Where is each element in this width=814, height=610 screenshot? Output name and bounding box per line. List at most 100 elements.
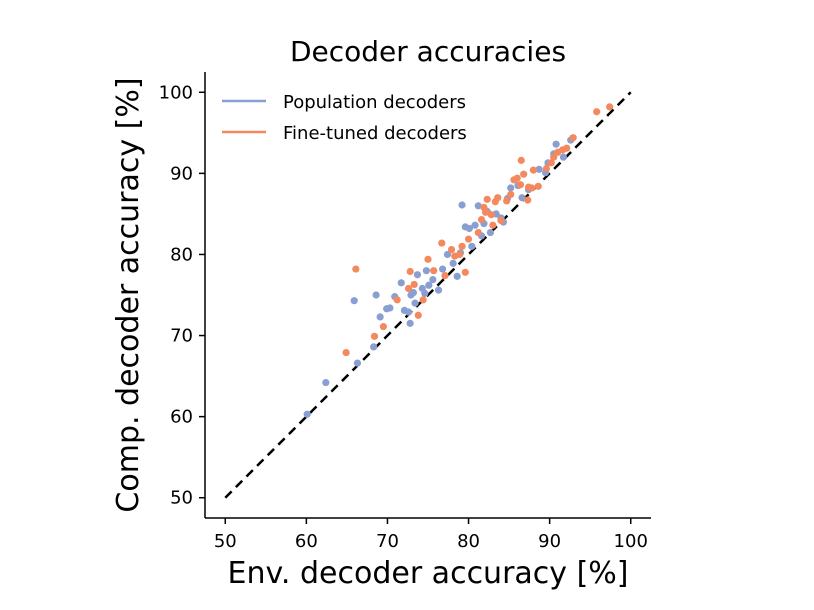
- population-decoder-point: [474, 202, 482, 210]
- population-decoder-point: [465, 224, 473, 233]
- fine-tuned-decoder-point: [528, 184, 536, 192]
- population-decoder-point: [429, 275, 437, 284]
- data-points: [303, 103, 614, 418]
- fine-tuned-decoder-point: [593, 108, 601, 116]
- fine-tuned-decoder-point: [517, 156, 525, 164]
- fine-tuned-decoder-point: [410, 280, 418, 289]
- fine-tuned-decoder-point: [406, 267, 414, 276]
- fine-tuned-decoder-point: [342, 348, 350, 357]
- population-decoder-point: [552, 140, 560, 148]
- y-ticks: 50 60 70 80 90 100: [159, 82, 205, 509]
- population-decoder-point: [409, 288, 418, 297]
- fine-tuned-decoder-point: [414, 311, 422, 319]
- fine-tuned-decoder-point: [474, 228, 482, 237]
- population-decoder-point: [404, 308, 413, 316]
- fine-tuned-decoder-point: [497, 216, 505, 224]
- legend: Population decoders Fine-tuned decoders: [222, 92, 467, 144]
- series-1: [342, 103, 614, 357]
- fine-tuned-decoder-point: [404, 284, 413, 293]
- population-decoder-point: [397, 279, 405, 287]
- fine-tuned-decoder-point: [352, 265, 360, 273]
- fine-tuned-decoder-point: [464, 235, 473, 243]
- fine-tuned-decoder-point: [569, 134, 577, 142]
- fine-tuned-decoder-point: [534, 182, 542, 190]
- fine-tuned-decoder-point: [424, 255, 432, 263]
- x-tick-label: 50: [214, 531, 237, 552]
- population-decoder-point: [413, 271, 422, 279]
- fine-tuned-decoder-point: [438, 239, 446, 247]
- y-tick-label: 70: [170, 326, 193, 347]
- x-tick-label: 80: [457, 531, 480, 552]
- fine-tuned-decoder-point: [494, 194, 502, 202]
- fine-tuned-decoder-point: [456, 250, 464, 259]
- fine-tuned-decoder-point: [441, 271, 449, 280]
- population-decoder-point: [421, 289, 429, 297]
- fine-tuned-decoder-point: [516, 181, 525, 189]
- fine-tuned-decoder-point: [513, 174, 521, 182]
- population-decoder-point: [458, 201, 466, 209]
- population-decoder-point: [353, 359, 362, 367]
- fine-tuned-decoder-point: [520, 170, 528, 178]
- x-axis-label: Env. decoder accuracy [%]: [228, 556, 629, 591]
- population-decoder-point: [449, 259, 457, 267]
- fine-tuned-decoder-point: [503, 197, 511, 205]
- x-tick-label: 70: [376, 531, 399, 552]
- chart-title: Decoder accuracies: [290, 35, 566, 68]
- population-decoder-point: [322, 378, 330, 387]
- fine-tuned-decoder-point: [477, 215, 486, 224]
- y-tick-label: 50: [170, 488, 193, 509]
- population-decoder-point: [438, 265, 447, 273]
- fine-tuned-decoder-point: [370, 332, 379, 340]
- x-ticks: 50 60 70 80 90 100: [214, 518, 648, 552]
- fine-tuned-decoder-point: [487, 211, 495, 219]
- fine-tuned-decoder-point: [542, 164, 550, 173]
- fine-tuned-decoder-point: [507, 190, 515, 199]
- legend-label-population: Population decoders: [283, 92, 466, 113]
- population-decoder-point: [518, 194, 526, 202]
- population-decoder-point: [303, 410, 311, 418]
- fine-tuned-decoder-point: [393, 296, 401, 304]
- population-decoder-point: [486, 228, 495, 237]
- series-0: [303, 136, 575, 418]
- population-decoder-point: [535, 165, 543, 173]
- identity-reference-line: [224, 91, 632, 499]
- fine-tuned-decoder-point: [563, 144, 571, 152]
- legend-label-finetuned: Fine-tuned decoders: [283, 123, 467, 144]
- fine-tuned-decoder-point: [606, 103, 614, 111]
- population-decoder-point: [468, 242, 476, 250]
- fine-tuned-decoder-point: [550, 153, 558, 161]
- population-decoder-point: [411, 299, 419, 307]
- fine-tuned-decoder-point: [447, 245, 456, 254]
- x-tick-label: 60: [295, 531, 318, 552]
- population-decoder-point: [376, 313, 384, 321]
- fine-tuned-decoder-point: [379, 323, 387, 331]
- y-tick-label: 60: [170, 407, 193, 428]
- fine-tuned-decoder-point: [458, 242, 466, 250]
- fine-tuned-decoder-point: [481, 208, 490, 216]
- x-tick-label: 100: [614, 531, 648, 552]
- fine-tuned-decoder-point: [547, 159, 555, 167]
- fine-tuned-decoder-point: [430, 267, 438, 275]
- population-decoder-point: [350, 297, 358, 305]
- fine-tuned-decoder-point: [461, 268, 469, 276]
- fine-tuned-decoder-point: [489, 221, 497, 229]
- population-decoder-point: [507, 184, 515, 192]
- population-decoder-point: [443, 250, 452, 259]
- axes: [204, 72, 651, 519]
- population-decoder-point: [559, 153, 568, 161]
- y-tick-label: 90: [170, 163, 193, 184]
- population-decoder-point: [422, 267, 430, 275]
- population-decoder-point: [471, 221, 479, 229]
- y-tick-label: 100: [159, 82, 193, 103]
- population-decoder-point: [370, 343, 378, 351]
- y-tick-label: 80: [170, 244, 193, 265]
- x-tick-label: 90: [538, 531, 561, 552]
- population-decoder-point: [434, 286, 443, 294]
- population-decoder-point: [386, 304, 394, 312]
- fine-tuned-decoder-point: [529, 166, 538, 174]
- fine-tuned-decoder-point: [483, 195, 491, 203]
- y-axis-label: Comp. decoder accuracy [%]: [111, 77, 146, 512]
- fine-tuned-decoder-point: [524, 196, 532, 204]
- population-decoder-point: [406, 319, 414, 327]
